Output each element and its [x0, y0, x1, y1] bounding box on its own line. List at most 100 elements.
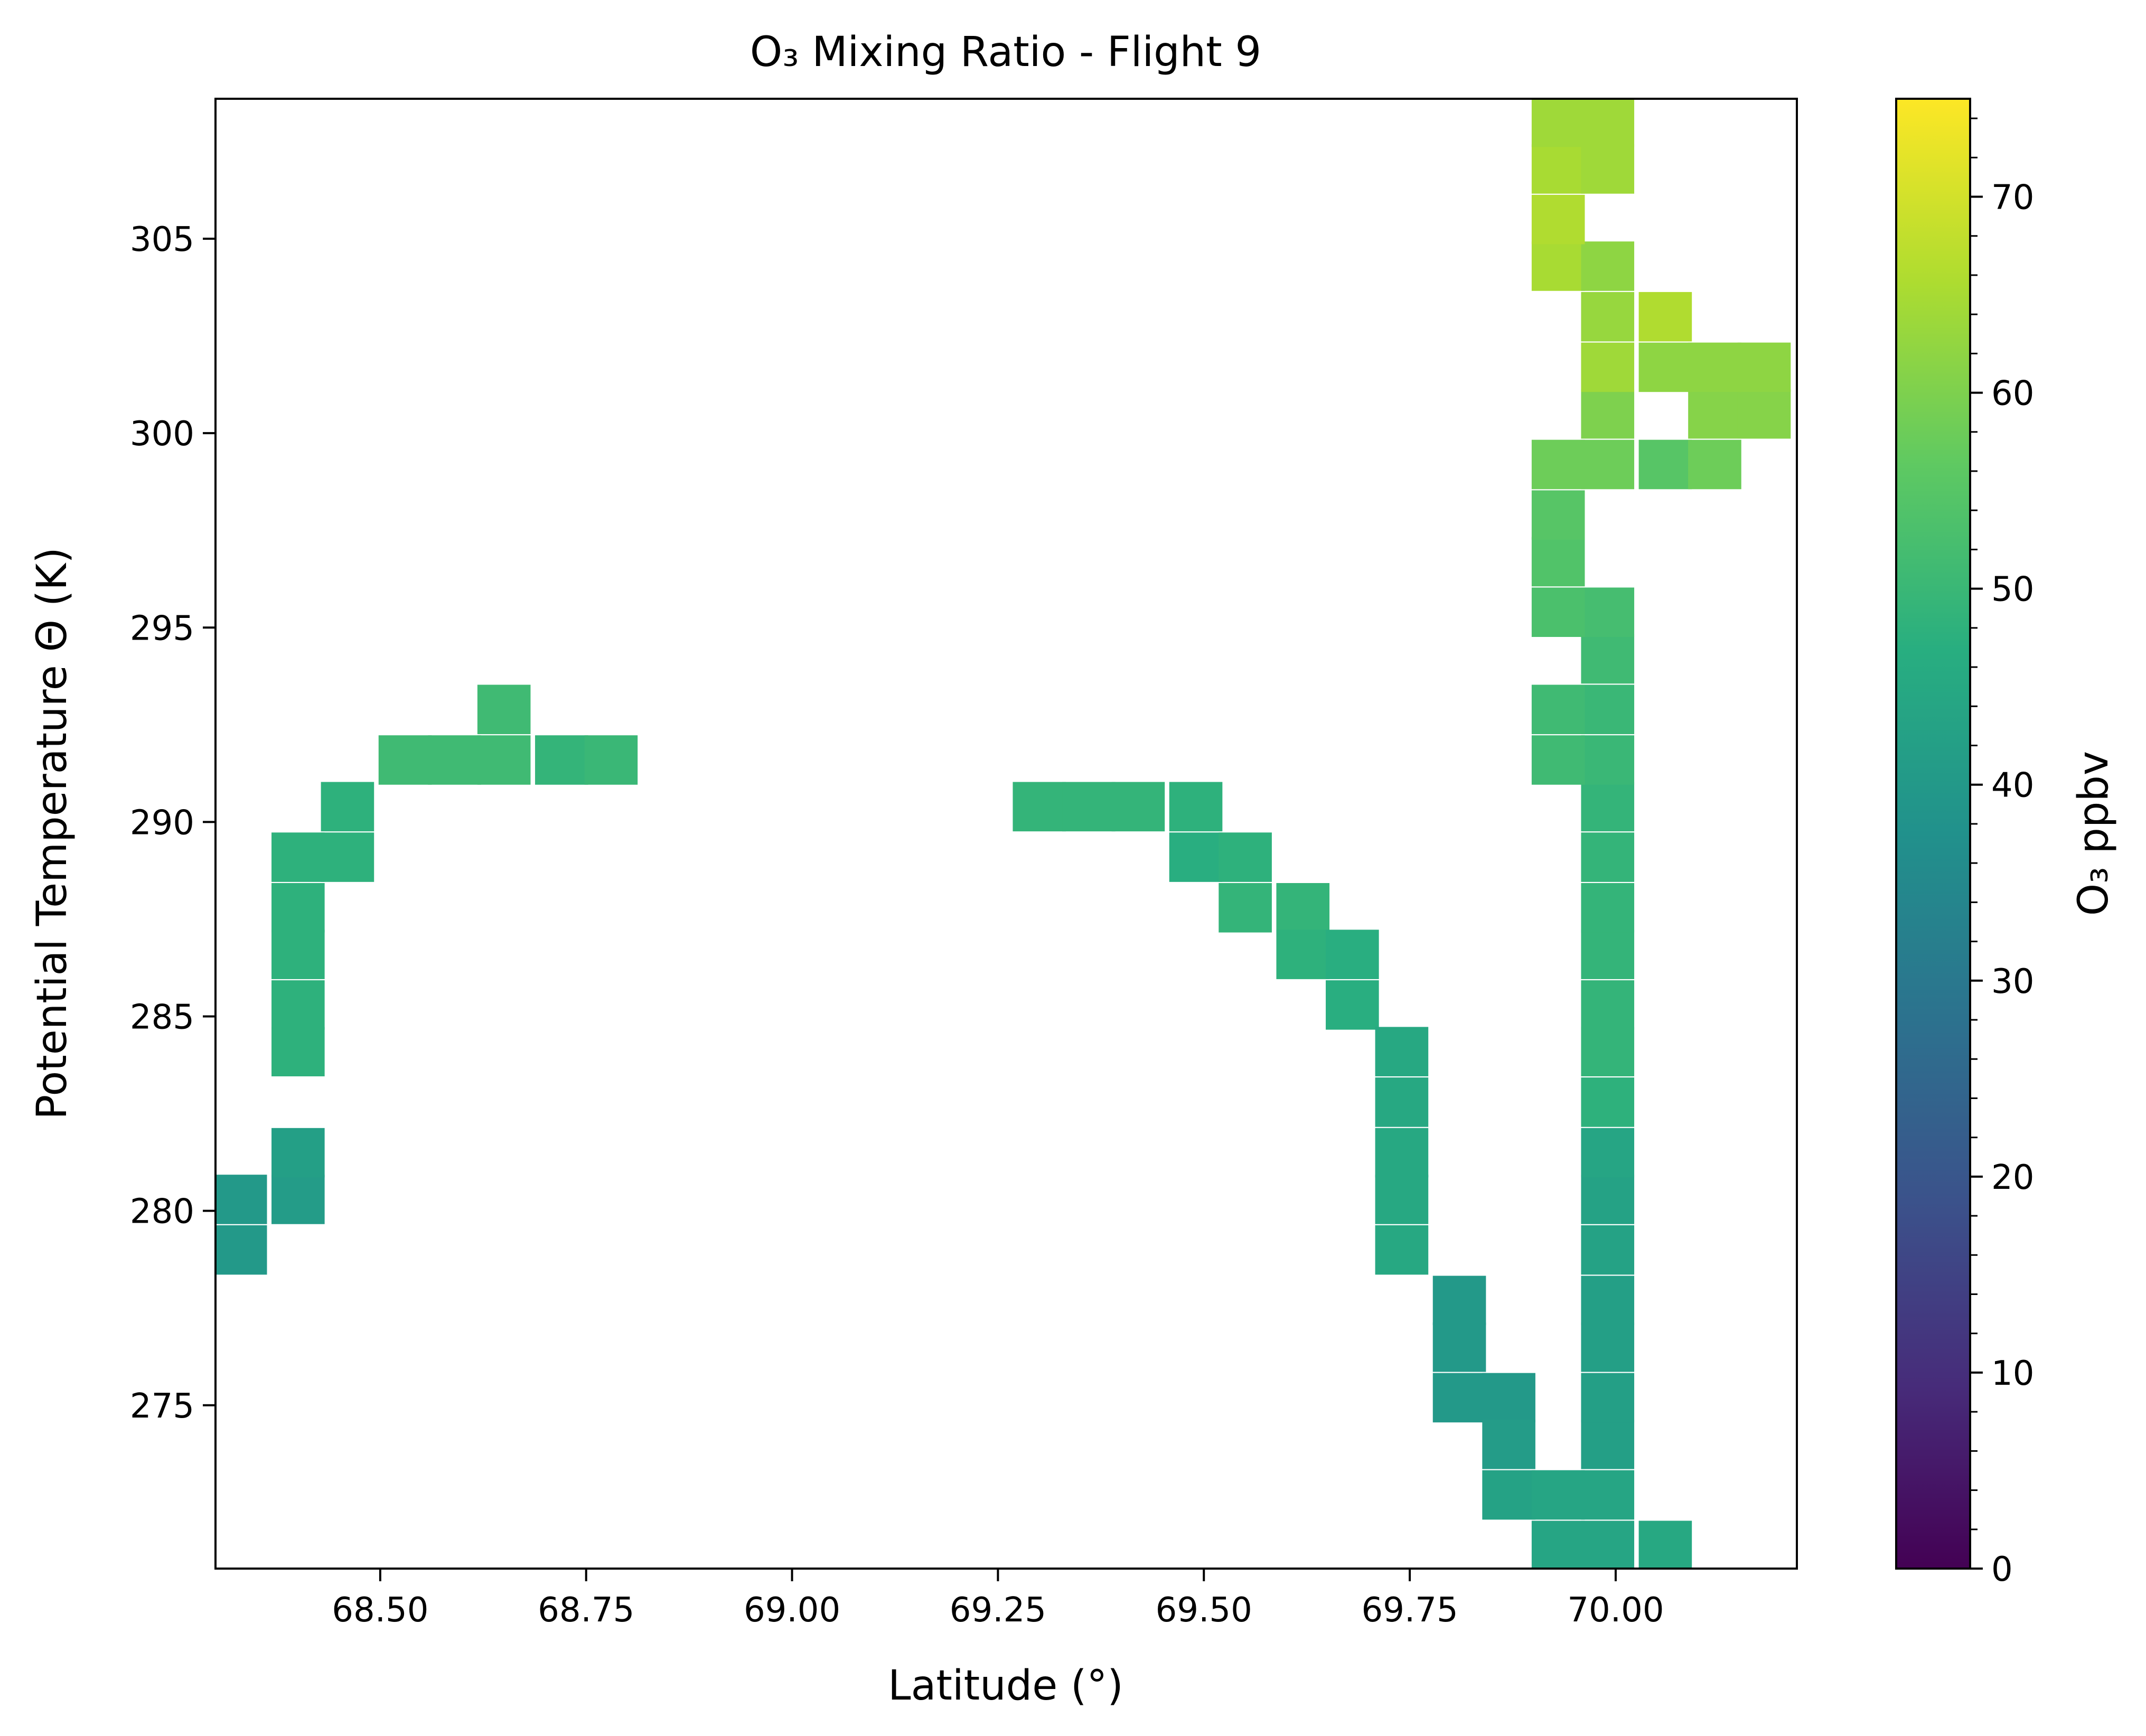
heatmap-cell	[1581, 980, 1634, 1030]
heatmap-cell	[1581, 1322, 1634, 1372]
heatmap-cell	[1581, 1175, 1634, 1224]
heatmap-cell	[1581, 389, 1634, 439]
heatmap-cell	[1581, 440, 1634, 490]
heatmap-cell	[1532, 490, 1585, 540]
heatmap-cell	[1581, 685, 1634, 735]
colorbar-gradient	[1896, 99, 1970, 1569]
heatmap-cell	[1375, 1128, 1429, 1178]
colorbar-tick-label: 0	[1991, 1550, 2013, 1589]
heatmap-cell	[215, 1175, 267, 1224]
heatmap-cell	[1581, 1128, 1634, 1178]
x-tick-label: 69.75	[1361, 1591, 1458, 1630]
colorbar-ticks: 0 10 20 30 40 50 60 70	[1970, 118, 2034, 1589]
heatmap-cell	[477, 735, 531, 785]
heatmap-cell	[1433, 1322, 1486, 1372]
y-tick-label: 285	[130, 998, 194, 1037]
y-tick-label: 280	[130, 1193, 194, 1232]
heatmap-cell	[1482, 1373, 1535, 1423]
heatmap-cell	[1482, 1470, 1535, 1520]
heatmap-cell	[271, 1128, 325, 1178]
heatmap-cell	[1581, 1077, 1634, 1127]
heatmap-cell	[1532, 735, 1585, 785]
heatmap-cell	[1326, 930, 1379, 979]
heatmap-cell	[1326, 980, 1379, 1030]
heatmap-cell	[271, 1027, 325, 1076]
heatmap-cell	[585, 735, 638, 785]
heatmap-cell	[1532, 587, 1585, 637]
y-tick-label: 300	[130, 415, 194, 454]
heatmap-cell	[1433, 1276, 1486, 1326]
heatmap-cell	[1581, 343, 1634, 392]
heatmap-cell	[1276, 883, 1329, 933]
heatmap-cell	[1375, 1077, 1429, 1127]
heatmap-cell	[1581, 587, 1634, 637]
x-tick-label: 70.00	[1567, 1591, 1664, 1630]
heatmap-cell	[1112, 782, 1165, 832]
y-axis-ticks: 275 280 285 290 295 300 305	[130, 220, 215, 1426]
heatmap-cell	[1581, 1027, 1634, 1076]
heatmap-cell	[1639, 1521, 1692, 1569]
heatmap-cell	[271, 1175, 325, 1224]
x-axis-ticks: 68.50 68.75 69.00 69.25 69.50 69.75 70.00	[332, 1569, 1664, 1630]
colorbar: 0 10 20 30 40 50 60 70	[1896, 99, 2034, 1589]
x-tick-label: 69.00	[744, 1591, 840, 1630]
heatmap-cell	[1532, 99, 1585, 147]
heatmap-cell	[1581, 144, 1634, 194]
heatmap-cell	[1532, 195, 1585, 245]
heatmap-cell	[1581, 634, 1634, 684]
heatmap-cell	[1581, 1225, 1634, 1275]
heatmap-cell	[535, 735, 588, 785]
heatmap-cell	[1013, 782, 1066, 832]
heatmap-cell	[1581, 1470, 1634, 1520]
heatmap-cell	[1482, 1420, 1535, 1469]
colorbar-tick-label: 10	[1991, 1354, 2034, 1393]
heatmap-cell	[1276, 930, 1329, 979]
heatmap-cell	[1169, 782, 1223, 832]
heatmap-cells	[215, 99, 1791, 1569]
x-axis-label: Latitude (°)	[888, 1662, 1123, 1710]
heatmap-cell	[1639, 343, 1692, 392]
heatmap-cell	[1532, 685, 1585, 735]
x-tick-label: 69.25	[950, 1591, 1046, 1630]
x-tick-label: 68.50	[332, 1591, 428, 1630]
heatmap-cell	[1581, 930, 1634, 979]
y-tick-label: 305	[130, 220, 194, 259]
heatmap-cell	[1688, 440, 1741, 490]
heatmap-cell	[1532, 1521, 1585, 1569]
heatmap-cell	[1581, 782, 1634, 832]
x-tick-label: 68.75	[538, 1591, 634, 1630]
heatmap-cell	[1639, 440, 1692, 490]
colorbar-tick-label: 60	[1991, 374, 2034, 414]
heatmap-cell	[271, 980, 325, 1030]
heatmap-cell	[1688, 343, 1741, 392]
colorbar-tick-label: 40	[1991, 766, 2034, 805]
y-tick-label: 275	[130, 1387, 194, 1426]
heatmap-cell	[271, 883, 325, 933]
heatmap-cell	[1433, 1373, 1486, 1423]
heatmap-cell	[1532, 440, 1585, 490]
colorbar-tick-label: 70	[1991, 179, 2034, 218]
heatmap-cell	[215, 1225, 267, 1275]
heatmap-cell	[1532, 1470, 1585, 1520]
heatmap-cell	[271, 832, 325, 882]
heatmap-cell	[1581, 1420, 1634, 1469]
heatmap-cell	[428, 735, 481, 785]
heatmap-cell	[1581, 883, 1634, 933]
heatmap-cell	[1219, 883, 1272, 933]
heatmap-cell	[1581, 735, 1634, 785]
chart-title: O₃ Mixing Ratio - Flight 9	[750, 29, 1261, 76]
heatmap-cell	[379, 735, 432, 785]
x-tick-label: 69.50	[1156, 1591, 1252, 1630]
heatmap-cell	[1581, 292, 1634, 342]
heatmap-cell	[1169, 832, 1223, 882]
plot-frame	[215, 99, 1797, 1569]
heatmap-cell	[1375, 1027, 1429, 1076]
heatmap-cell	[1581, 241, 1634, 291]
heatmap-cell	[1581, 1521, 1634, 1569]
y-tick-label: 290	[130, 803, 194, 842]
heatmap-cell	[1581, 1276, 1634, 1326]
heatmap-cell	[321, 832, 374, 882]
y-axis-label: Potential Temperature Θ (K)	[29, 547, 76, 1120]
plot-area: 68.50 68.75 69.00 69.25 69.50 69.75 70.00 275 2…	[130, 99, 1797, 1630]
